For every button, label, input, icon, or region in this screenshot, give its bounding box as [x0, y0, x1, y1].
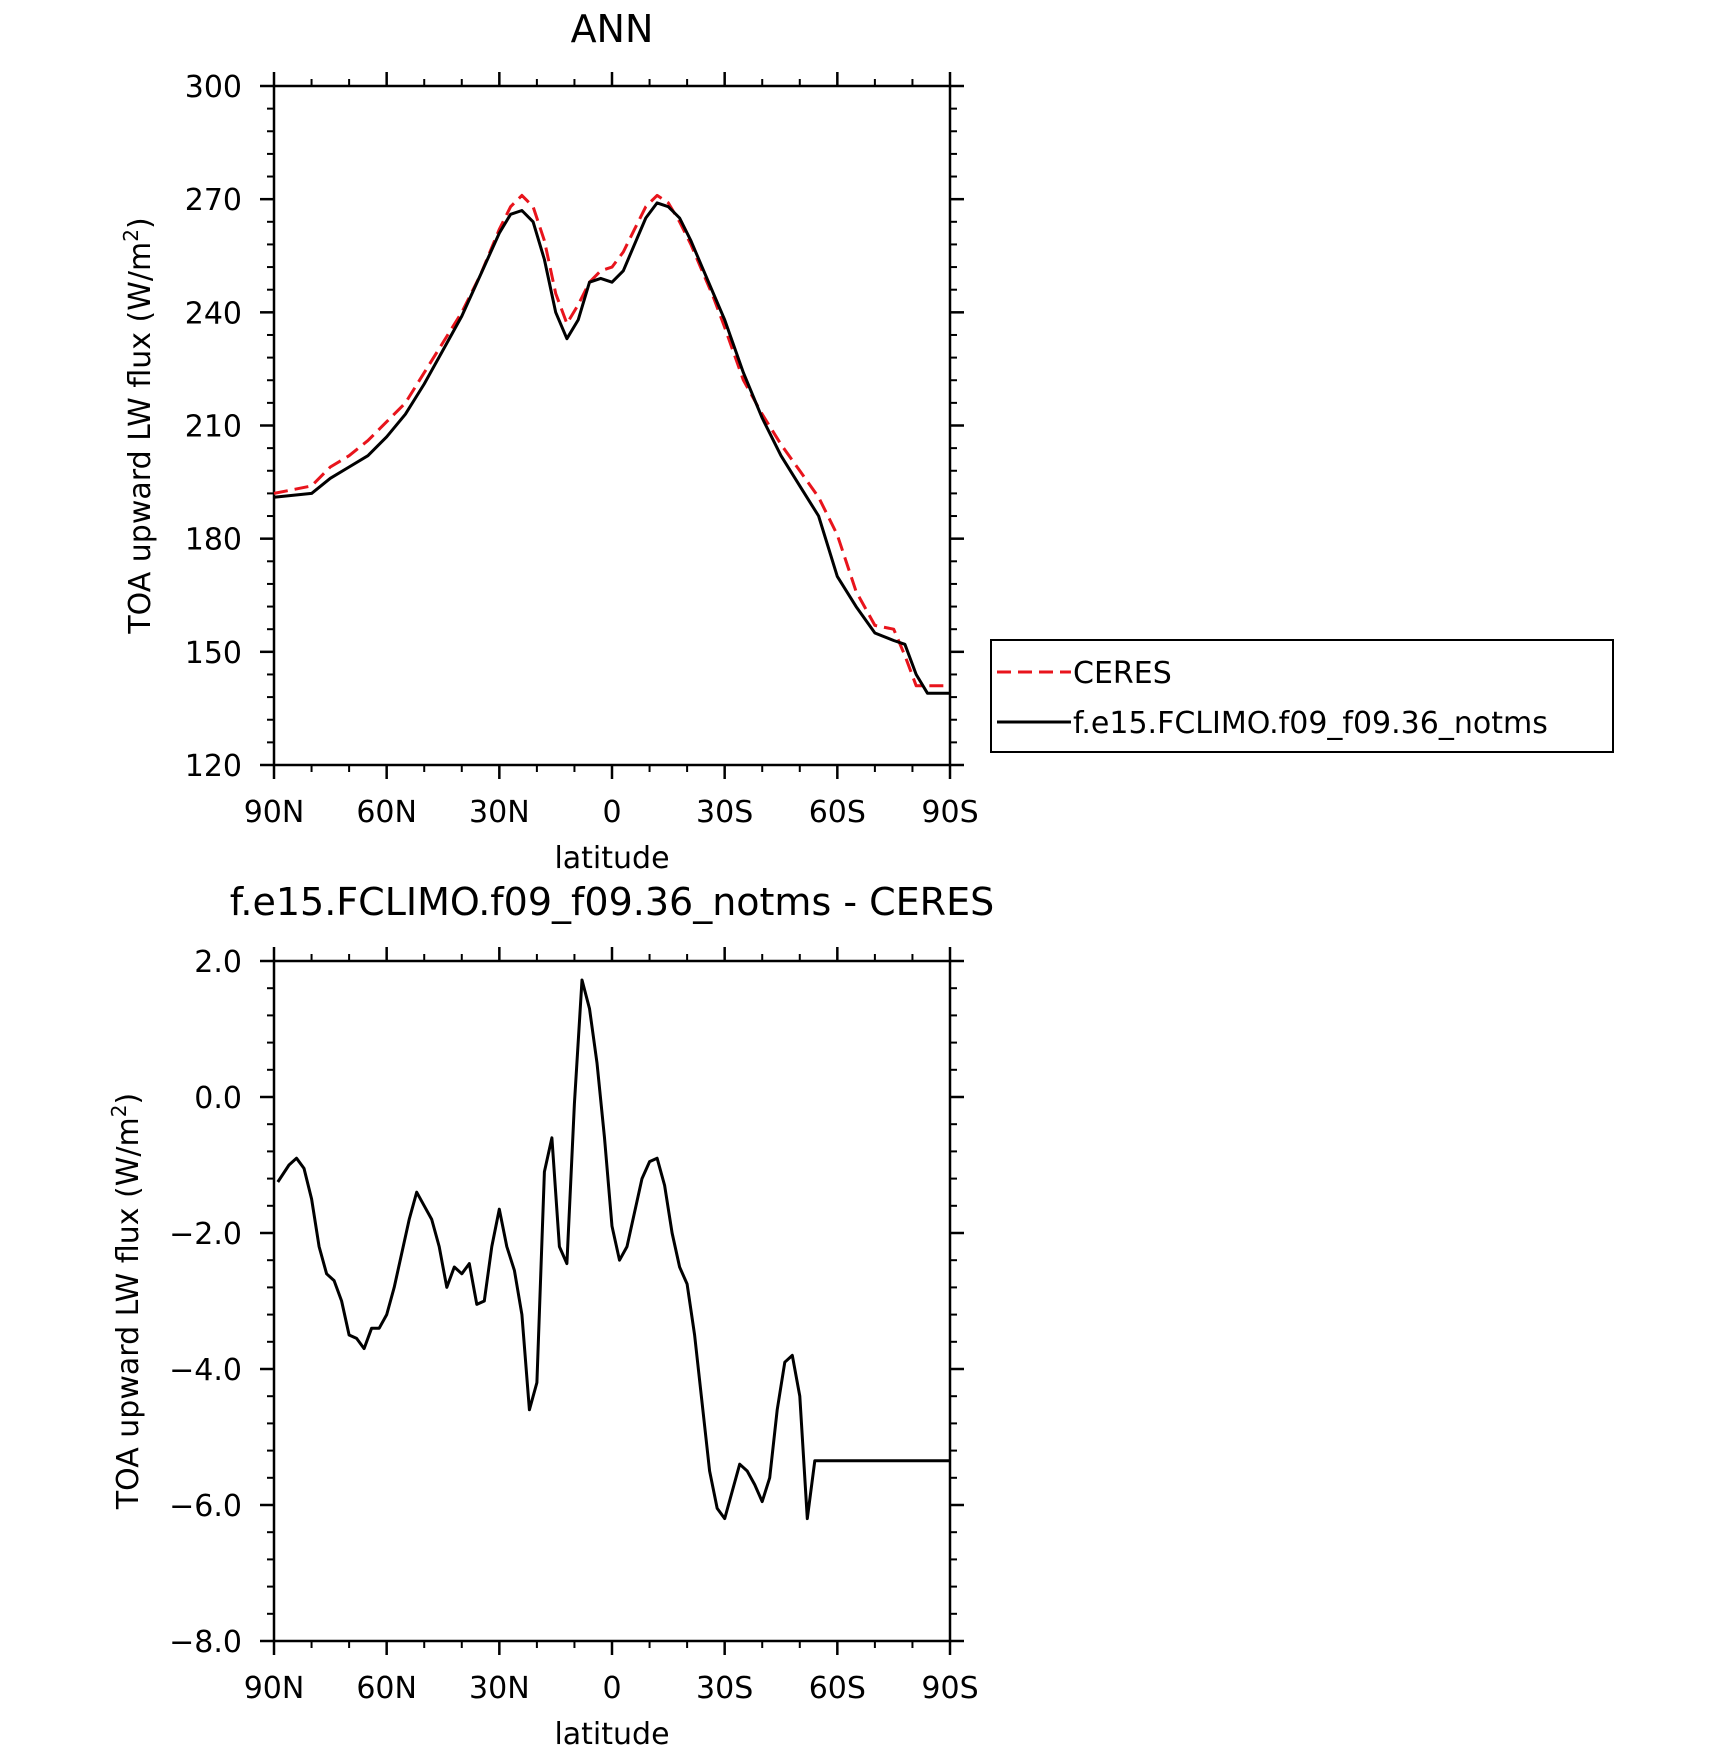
y-tick-label: 120 [185, 749, 242, 784]
legend-label-2: f.e15.FCLIMO.f09_f09.36_notms [1073, 706, 1548, 741]
x-tick-label: 0 [602, 1671, 621, 1706]
y-tick-label: 210 [185, 410, 242, 445]
y-axis-label-superscript: 2 [107, 1105, 131, 1118]
x-tick-label: 30S [696, 1671, 753, 1706]
x-tick-label: 90S [921, 795, 978, 830]
x-tick-label: 60S [809, 795, 866, 830]
y-axis-label-main: TOA upward LW flux (W/m [111, 1117, 146, 1510]
x-tick-label: 90N [244, 1671, 305, 1706]
y-tick-label: 270 [185, 183, 242, 218]
legend-label-1: CERES [1073, 656, 1172, 691]
series-line-1 [273, 193, 950, 688]
chart-1: ANN 90N 60N 30N 0 30S 60S 90S 120 150 180 210 240 270… [119, 7, 1614, 876]
y-tick-label: 2.0 [194, 945, 242, 980]
x-tick-label: 30N [469, 1671, 530, 1706]
y-tick-label: −8.0 [169, 1625, 242, 1660]
y-tick-label: −4.0 [169, 1353, 242, 1388]
x-tick-label: 30S [696, 795, 753, 830]
plot-frame [272, 959, 952, 1643]
series-line-1 [276, 978, 950, 1521]
y-axis-label: TOA upward LW flux (W/m2) [107, 1093, 146, 1510]
y-axis-label-tail: ) [123, 217, 158, 229]
legend-box [990, 639, 1614, 753]
x-tick-label: 0 [602, 795, 621, 830]
y-axis-label-tail: ) [111, 1093, 146, 1105]
y-axis-label: TOA upward LW flux (W/m2) [119, 217, 158, 634]
series-line-2 [273, 201, 950, 695]
y-tick-label: 300 [185, 70, 242, 105]
x-tick-label: 90S [921, 1671, 978, 1706]
chart-title: ANN [571, 7, 654, 51]
y-axis-label-superscript: 2 [119, 229, 143, 242]
y-axis-label-main: TOA upward LW flux (W/m [123, 242, 158, 635]
plot-frame [272, 84, 952, 767]
x-tick-label: 90N [244, 795, 305, 830]
x-tick-label: 60N [356, 795, 417, 830]
chart-title: f.e15.FCLIMO.f09_f09.36_notms - CERES [230, 880, 994, 924]
y-tick-label: 150 [185, 636, 242, 671]
x-axis-label: latitude [554, 1717, 669, 1745]
x-tick-label: 30N [469, 795, 530, 830]
x-axis-label: latitude [554, 841, 669, 876]
legend: CERES f.e15.FCLIMO.f09_f09.36_notms [990, 639, 1614, 753]
y-tick-label: 0.0 [194, 1081, 242, 1116]
x-tick-label: 60N [356, 1671, 417, 1706]
y-tick-label: 240 [185, 296, 242, 331]
chart-2: f.e15.FCLIMO.f09_f09.36_notms - CERES 90N… [107, 880, 994, 1750]
x-tick-label: 60S [809, 1671, 866, 1706]
y-tick-label: 180 [185, 523, 242, 558]
y-tick-label: −6.0 [169, 1489, 242, 1524]
y-tick-label: −2.0 [169, 1217, 242, 1252]
